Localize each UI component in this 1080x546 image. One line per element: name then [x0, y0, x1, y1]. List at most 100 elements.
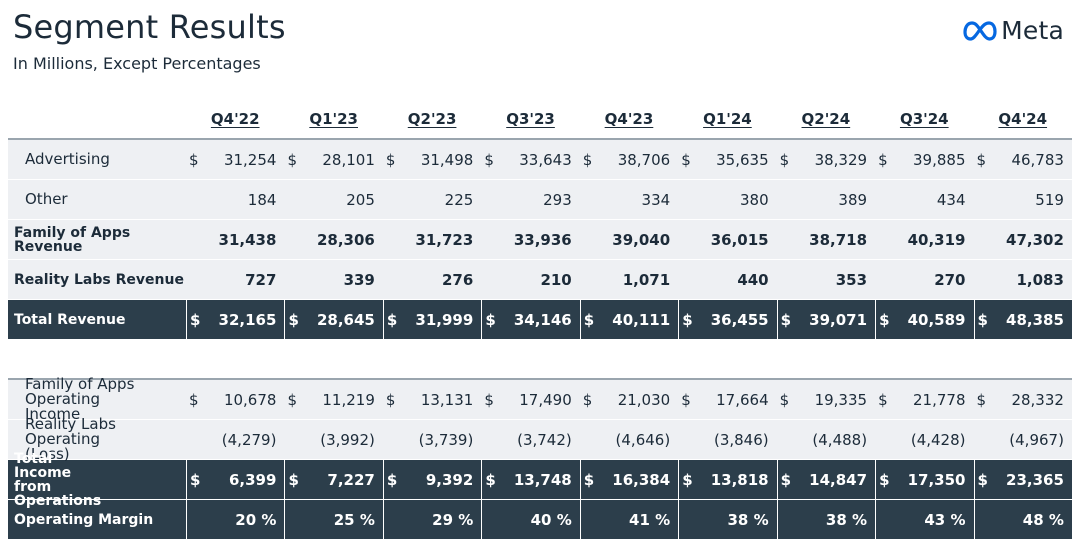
column-header: Q2'23: [407, 110, 457, 128]
cell-value: 17,664: [716, 390, 769, 409]
table-cell: (4,428): [875, 420, 973, 459]
table-cell: $9,392: [382, 460, 481, 499]
cell-value: 40,111: [612, 310, 671, 329]
table-cell: $39,885: [875, 140, 973, 179]
cell-value: 31,498: [420, 150, 474, 169]
cell-value: 210: [540, 270, 572, 289]
dollar-sign: $: [189, 390, 199, 409]
cell-value: 23,365: [1006, 470, 1064, 489]
table-cell: 225: [383, 180, 481, 219]
table-row: Family of Apps Operating Income $10,678 $1…: [8, 375, 1072, 423]
column-header: Q4'24: [998, 110, 1048, 128]
cell-value: 28,101: [322, 150, 375, 169]
dollar-sign: $: [682, 310, 693, 329]
table-cell: $17,490: [481, 380, 579, 419]
table-cell: $7,227: [284, 460, 382, 499]
cell-value: 20 %: [235, 510, 277, 529]
dollar-sign: $: [583, 470, 595, 489]
table-cell: 20 %: [186, 500, 284, 539]
table-cell: $34,146: [481, 300, 579, 339]
cell-value: 28,306: [316, 230, 375, 249]
table-cell: 205: [284, 180, 382, 219]
dollar-sign: $: [879, 310, 890, 329]
table-cell: 33,936: [481, 220, 579, 259]
column-header: Q2'24: [801, 110, 851, 128]
cell-value: 6,399: [228, 470, 277, 489]
cell-value: 353: [835, 270, 868, 289]
cell-value: 36,455: [710, 310, 769, 329]
dollar-sign: $: [879, 470, 890, 489]
cell-value: (4,279): [221, 430, 277, 449]
dollar-sign: $: [485, 470, 496, 489]
dollar-sign: $: [484, 150, 494, 169]
cell-value: 38 %: [727, 510, 769, 529]
cell-value: 31,254: [223, 150, 277, 169]
cell-value: 11,219: [322, 390, 375, 409]
dollar-sign: $: [976, 390, 987, 409]
cell-value: 380: [739, 190, 769, 209]
table-cell: $28,101: [284, 140, 382, 179]
segment-results-table: Q4'22 Q1'23 Q2'23 Q3'23 Q4'23 Q1'24 Q2'24 Q3'24…: [8, 100, 1072, 540]
dollar-sign: $: [189, 150, 199, 169]
table-cell: $32,165: [186, 300, 284, 339]
cell-value: 13,818: [710, 470, 769, 489]
row-label: Family of Apps Revenue: [14, 224, 131, 255]
table-cell: 184: [186, 180, 284, 219]
dollar-sign: $: [385, 150, 396, 169]
cell-value: 293: [543, 190, 572, 209]
table-cell: $23,365: [973, 460, 1072, 499]
cell-value: 38,718: [809, 230, 868, 249]
table-cell: $40,589: [875, 300, 973, 339]
cell-value: 40,589: [907, 310, 966, 329]
cell-value: 39,071: [809, 310, 868, 329]
cell-value: (3,739): [418, 430, 474, 449]
cell-value: 727: [245, 270, 277, 289]
table-header-row: Q4'22 Q1'23 Q2'23 Q3'23 Q4'23 Q1'24 Q2'24 Q3'24…: [8, 100, 1072, 140]
cell-value: 434: [936, 190, 966, 209]
cell-value: 38,706: [617, 150, 671, 169]
column-header: Q4'22: [210, 110, 260, 128]
cell-value: 1,083: [1016, 270, 1064, 289]
table-row: Total Income from Operations$6,399$7,227…: [8, 452, 1072, 508]
table-cell: (3,992): [284, 420, 382, 459]
table-cell: $33,643: [481, 140, 579, 179]
meta-infinity-icon: [963, 20, 997, 41]
dollar-sign: $: [385, 390, 396, 409]
table-row: Reality Labs Operating (Loss) (4,279) (3,9…: [8, 417, 1072, 462]
section-gap: [8, 340, 1072, 380]
dollar-sign: $: [780, 470, 792, 489]
cell-value: 270: [934, 270, 966, 289]
table-cell: 47,302: [974, 220, 1072, 259]
cell-value: 28,332: [1011, 390, 1064, 409]
row-label: Family of Apps Operating Income: [25, 375, 135, 423]
table-cell: 41 %: [579, 500, 678, 539]
table-row: Family of Apps Revenue 31,438 28,306 31,723…: [8, 220, 1072, 260]
cell-value: 14,847: [809, 470, 868, 489]
dollar-sign: $: [288, 470, 299, 489]
meta-logo: Meta: [963, 16, 1064, 45]
cell-value: 32,165: [218, 310, 277, 329]
cell-value: (4,967): [1009, 430, 1064, 449]
dollar-sign: $: [582, 150, 593, 169]
table-cell: $48,385: [973, 300, 1072, 339]
table-cell: $13,748: [481, 460, 579, 499]
table-cell: $11,219: [284, 380, 382, 419]
table-row: Operating Margin 20 % 25 % 29 % 40 % 41 % 38 %…: [8, 500, 1072, 540]
dollar-sign: $: [682, 470, 693, 489]
table-cell: $31,254: [186, 140, 284, 179]
dollar-sign: $: [878, 390, 888, 409]
table-cell: $39,071: [776, 300, 875, 339]
table-cell: (3,739): [383, 420, 481, 459]
cell-value: 40,319: [907, 230, 966, 249]
dollar-sign: $: [681, 150, 691, 169]
cell-value: 46,783: [1011, 150, 1064, 169]
cell-value: 276: [442, 270, 474, 289]
cell-value: 389: [838, 190, 868, 209]
table-cell: 210: [481, 260, 579, 299]
cell-value: 10,678: [223, 390, 277, 409]
table-cell: $31,498: [383, 140, 481, 179]
table-cell: 353: [777, 260, 875, 299]
row-label: Operating Margin: [14, 511, 154, 528]
table-cell: 434: [875, 180, 973, 219]
meta-logo-text: Meta: [1001, 16, 1064, 45]
